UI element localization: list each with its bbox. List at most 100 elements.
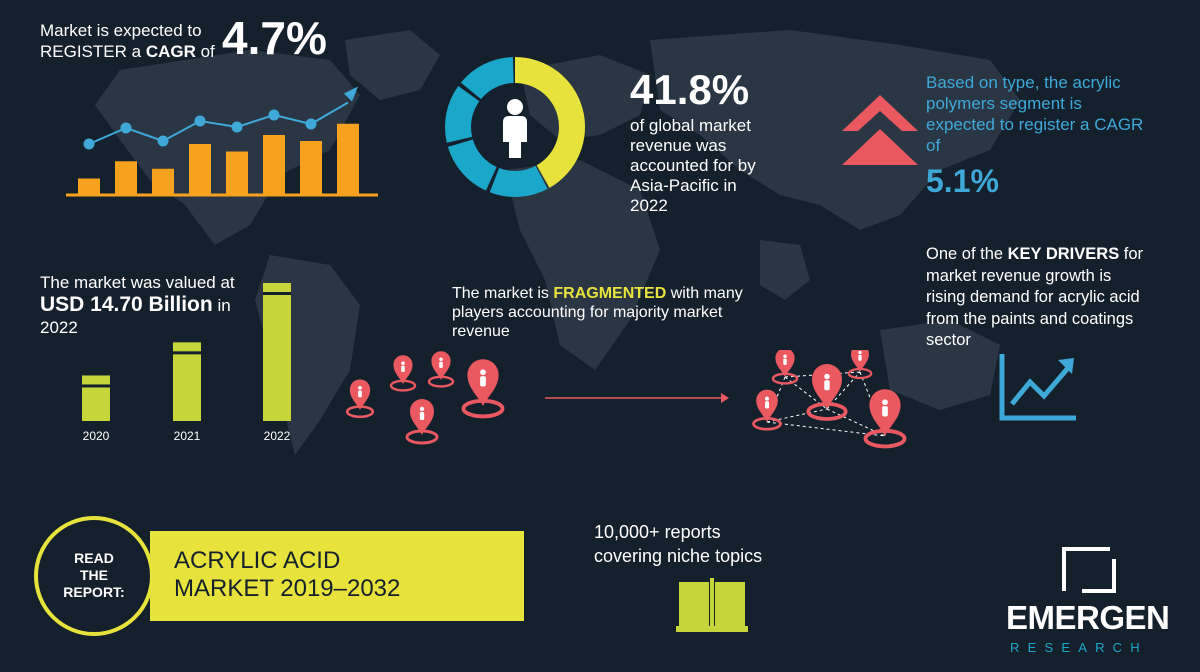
cagr-bar — [152, 168, 174, 195]
pin-person-head — [401, 361, 405, 365]
cagr-caption-bold: CAGR — [145, 42, 196, 61]
pin-person-body — [824, 380, 830, 391]
reports-caption: 10,000+ reports covering niche topics — [594, 520, 762, 568]
pin-person-body — [765, 401, 769, 409]
network-pins-illustration — [752, 350, 907, 449]
value-bar-label: 2020 — [83, 429, 110, 443]
donut-other-segment — [460, 57, 514, 100]
cagr-caption-suffix: of — [195, 42, 215, 61]
drivers-caption-line-4: sector — [926, 331, 971, 349]
cagr-bar — [263, 135, 285, 195]
donut-other-segment — [447, 139, 497, 191]
network-pin — [771, 350, 799, 385]
value-bar-stripe — [263, 292, 291, 295]
value-caption-line3: 2022 — [40, 318, 78, 337]
pin-person-head — [439, 357, 443, 361]
value-bar-label: 2021 — [174, 429, 201, 443]
donut-asia-segment — [515, 57, 585, 188]
map-pin — [345, 379, 375, 419]
network-pin — [752, 389, 782, 431]
type-caption: Based on type, the acrylic polymers segme… — [926, 72, 1143, 156]
open-book-icon — [676, 578, 748, 632]
emergen-logo-mark — [1062, 547, 1116, 593]
pin-person-head — [858, 350, 862, 355]
cagr-bar — [226, 151, 248, 195]
cagr-trend-point — [305, 118, 317, 130]
cagr-trend-arrowhead — [344, 86, 358, 102]
fragmented-highlight: FRAGMENTED — [553, 285, 667, 302]
reports-line1: 10,000+ reports — [594, 522, 721, 542]
market-value-bar-chart: 2020 2021 2022 — [82, 283, 291, 443]
person-head — [507, 99, 523, 115]
cagr-bar — [115, 161, 137, 195]
cagr-bar — [78, 178, 100, 195]
read-label-line3: REPORT: — [63, 584, 125, 600]
cagr-trend-point — [194, 115, 206, 127]
pin-person-head — [480, 369, 486, 376]
map-pin — [405, 399, 439, 445]
asia-caption-line-3: accounted for by — [630, 156, 756, 175]
cagr-bar — [300, 141, 322, 195]
pin-person-body — [480, 376, 486, 387]
cagr-bar — [189, 144, 211, 195]
asia-caption: of global market revenue was accounted for… — [630, 116, 756, 216]
type-value: 5.1% — [926, 163, 999, 199]
pin-person-head — [882, 399, 888, 406]
value-caption-suffix: in — [212, 296, 231, 315]
report-title-banner[interactable]: ACRYLIC ACID MARKET 2019–2032 — [150, 531, 524, 621]
pin-person-body — [858, 354, 862, 361]
scattered-pins-illustration — [345, 351, 505, 445]
type-caption-line-1: Based on type, the acrylic — [926, 73, 1121, 92]
drivers-bold: KEY DRIVERS — [1007, 245, 1120, 263]
map-pin — [427, 351, 455, 388]
cagr-caption-line2: REGISTER a CAGR of — [40, 41, 215, 62]
fragmented-line2: players accounting for majority market — [452, 304, 723, 321]
fragmented-line3: revenue — [452, 323, 510, 340]
fragmented-suffix: with many — [666, 285, 743, 302]
fragmented-prefix: The market is — [452, 285, 554, 302]
cagr-caption-prefix: REGISTER a — [40, 42, 146, 61]
asia-value: 41.8% — [630, 66, 750, 113]
map-pin — [389, 355, 417, 392]
type-caption-line-4: of — [926, 136, 941, 155]
cagr-bar-chart — [66, 86, 378, 197]
value-bar-stripe — [173, 351, 201, 355]
read-report-label: READ THE REPORT: — [38, 550, 150, 601]
pin-person-body — [401, 365, 405, 372]
drivers-suffix: for — [1119, 245, 1144, 263]
value-bar-label: 2022 — [264, 429, 291, 443]
network-link — [766, 421, 886, 437]
network-pin — [847, 350, 873, 380]
cagr-trend-point — [120, 122, 132, 134]
asia-caption-line-5: 2022 — [630, 196, 668, 215]
reports-line2: covering niche topics — [594, 546, 763, 566]
pin-person-head — [358, 386, 362, 390]
cagr-trend-point — [157, 135, 169, 147]
value-bar-stripe — [82, 384, 110, 388]
fragmented-caption: The market is FRAGMENTED with many playe… — [452, 284, 792, 341]
logo-wordmark[interactable]: EMERGEN — [1006, 599, 1170, 636]
pin-person-body — [783, 358, 787, 365]
value-bar — [82, 375, 110, 421]
network-pin — [863, 389, 907, 449]
pin-person-head — [783, 354, 787, 358]
pin-person-body — [358, 390, 362, 398]
cagr-trend-point — [268, 109, 280, 121]
value-caption-line1: The market was valued at — [40, 273, 235, 292]
read-report-circle[interactable]: READ THE REPORT: — [34, 516, 154, 636]
type-caption-line-2: polymers segment is — [926, 94, 1082, 113]
drivers-lines: market revenue growth is rising demand fo… — [926, 266, 1143, 352]
read-label-line1: READ — [74, 550, 114, 566]
cagr-value: 4.7% — [222, 12, 327, 64]
drivers-caption: One of the KEY DRIVERS for market revenu… — [926, 244, 1143, 352]
pin-body — [851, 350, 869, 372]
pin-person-head — [824, 373, 830, 380]
value-amount: USD 14.70 Billion — [40, 293, 213, 316]
network-pin — [806, 364, 848, 421]
growth-chart-icon — [999, 354, 1076, 421]
person-icon — [503, 99, 527, 158]
cagr-trend-point — [83, 138, 95, 150]
map-pin — [461, 359, 505, 419]
